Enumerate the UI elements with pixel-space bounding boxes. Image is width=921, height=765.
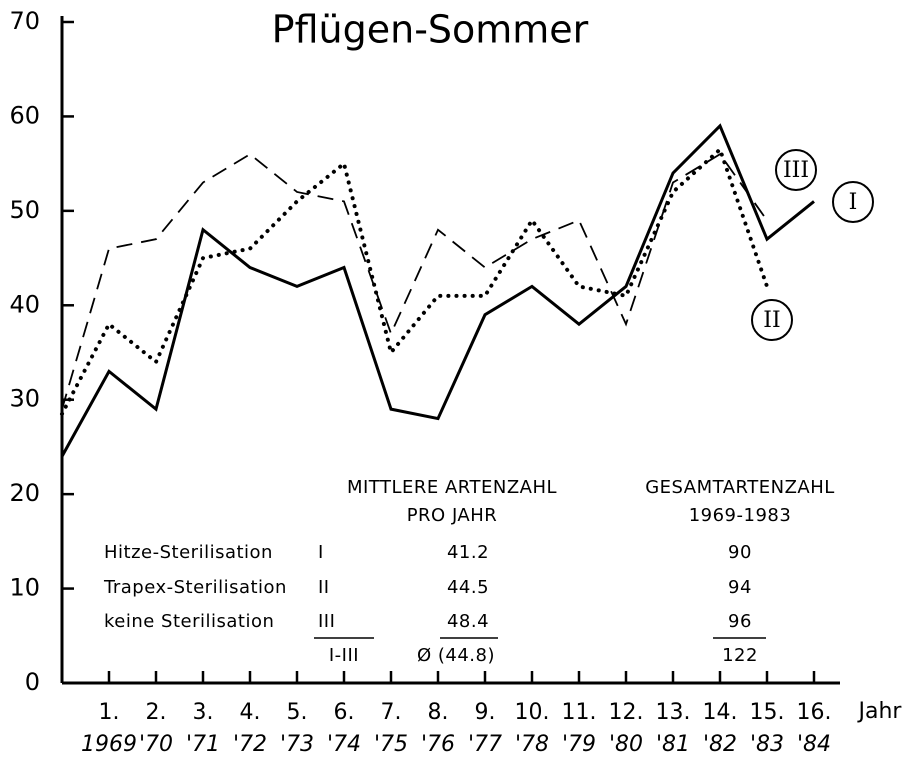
- series-tag: III: [783, 158, 809, 183]
- series-tag-circle: [751, 299, 793, 341]
- x-axis-label: Jahr: [857, 699, 903, 724]
- x-tick-year: '76: [421, 732, 455, 757]
- x-tick-label: 9.: [475, 700, 496, 725]
- x-tick-year: '81: [656, 732, 690, 757]
- x-tick-year: '77: [468, 732, 502, 757]
- series-line: [60, 123, 815, 458]
- y-tick-label: 70: [9, 7, 40, 35]
- row-code: II: [318, 577, 330, 598]
- y-tick-label: 50: [9, 196, 40, 224]
- series-tag: I: [849, 190, 858, 215]
- x-tick-label: 14.: [703, 700, 738, 725]
- total-code: I-III: [329, 645, 359, 666]
- x-tick-label: 10.: [515, 700, 550, 725]
- x-tick-year: '70: [139, 732, 173, 757]
- x-tick-label: 12.: [609, 700, 644, 725]
- x-tick-label: 1.: [99, 700, 120, 725]
- x-tick-year: '72: [233, 732, 267, 757]
- x-tick-year: '80: [609, 732, 643, 757]
- series-line: [61, 152, 768, 410]
- x-tick-year: '73: [280, 732, 314, 757]
- table-header: PRO JAHR: [407, 505, 498, 526]
- table-header: GESAMTARTENZAHL: [645, 477, 835, 498]
- row-label: Hitze-Sterilisation: [104, 542, 273, 563]
- y-tick-label: 10: [9, 574, 40, 602]
- x-tick-label: 5.: [287, 700, 308, 725]
- x-tick-label: 3.: [193, 700, 214, 725]
- x-tick-label: 11.: [562, 700, 597, 725]
- x-tick-year: '75: [374, 732, 408, 757]
- x-tick-year: '74: [327, 732, 361, 757]
- row-label: keine Sterilisation: [104, 611, 274, 632]
- y-tick-label: 60: [9, 101, 40, 129]
- x-tick-year: '84: [797, 732, 831, 757]
- row-label: Trapex-Sterilisation: [103, 577, 287, 598]
- x-tick-label: 2.: [146, 700, 167, 725]
- total-mean: Ø (44.8): [417, 645, 495, 666]
- x-tick-year: '79: [562, 732, 596, 757]
- x-tick-label: 13.: [656, 700, 691, 725]
- table-header: 1969-1983: [689, 505, 792, 526]
- y-tick-label: 0: [25, 668, 40, 696]
- x-tick-year: '78: [515, 732, 549, 757]
- total-total: 122: [722, 645, 758, 666]
- table-header: MITTLERE ARTENZAHL: [347, 477, 557, 498]
- row-total: 94: [728, 577, 752, 598]
- x-tick-label: 4.: [240, 700, 261, 725]
- x-tick-year: 1969: [81, 732, 137, 757]
- row-mean: 48.4: [447, 611, 489, 632]
- series-tag-circle: [832, 181, 874, 223]
- series-tag-circle: [775, 149, 817, 191]
- x-tick-label: 6.: [334, 700, 355, 725]
- x-tick-label: 15.: [750, 700, 785, 725]
- x-tick-label: 16.: [797, 700, 832, 725]
- x-tick-year: '82: [703, 732, 737, 757]
- x-tick-year: '71: [186, 732, 220, 757]
- row-mean: 41.2: [447, 542, 489, 563]
- series-tag: II: [763, 308, 780, 333]
- row-code: I: [318, 542, 324, 563]
- y-tick-label: 20: [9, 479, 40, 507]
- series-line: [60, 145, 769, 416]
- row-total: 90: [728, 542, 752, 563]
- chart-title: Pflügen-Sommer: [272, 8, 589, 52]
- y-tick-label: 40: [9, 290, 40, 318]
- row-total: 96: [728, 611, 752, 632]
- x-tick-year: '83: [750, 732, 784, 757]
- row-code: III: [318, 611, 335, 632]
- row-mean: 44.5: [447, 577, 489, 598]
- y-tick-label: 30: [9, 385, 40, 413]
- x-tick-label: 8.: [428, 700, 449, 725]
- x-tick-label: 7.: [381, 700, 402, 725]
